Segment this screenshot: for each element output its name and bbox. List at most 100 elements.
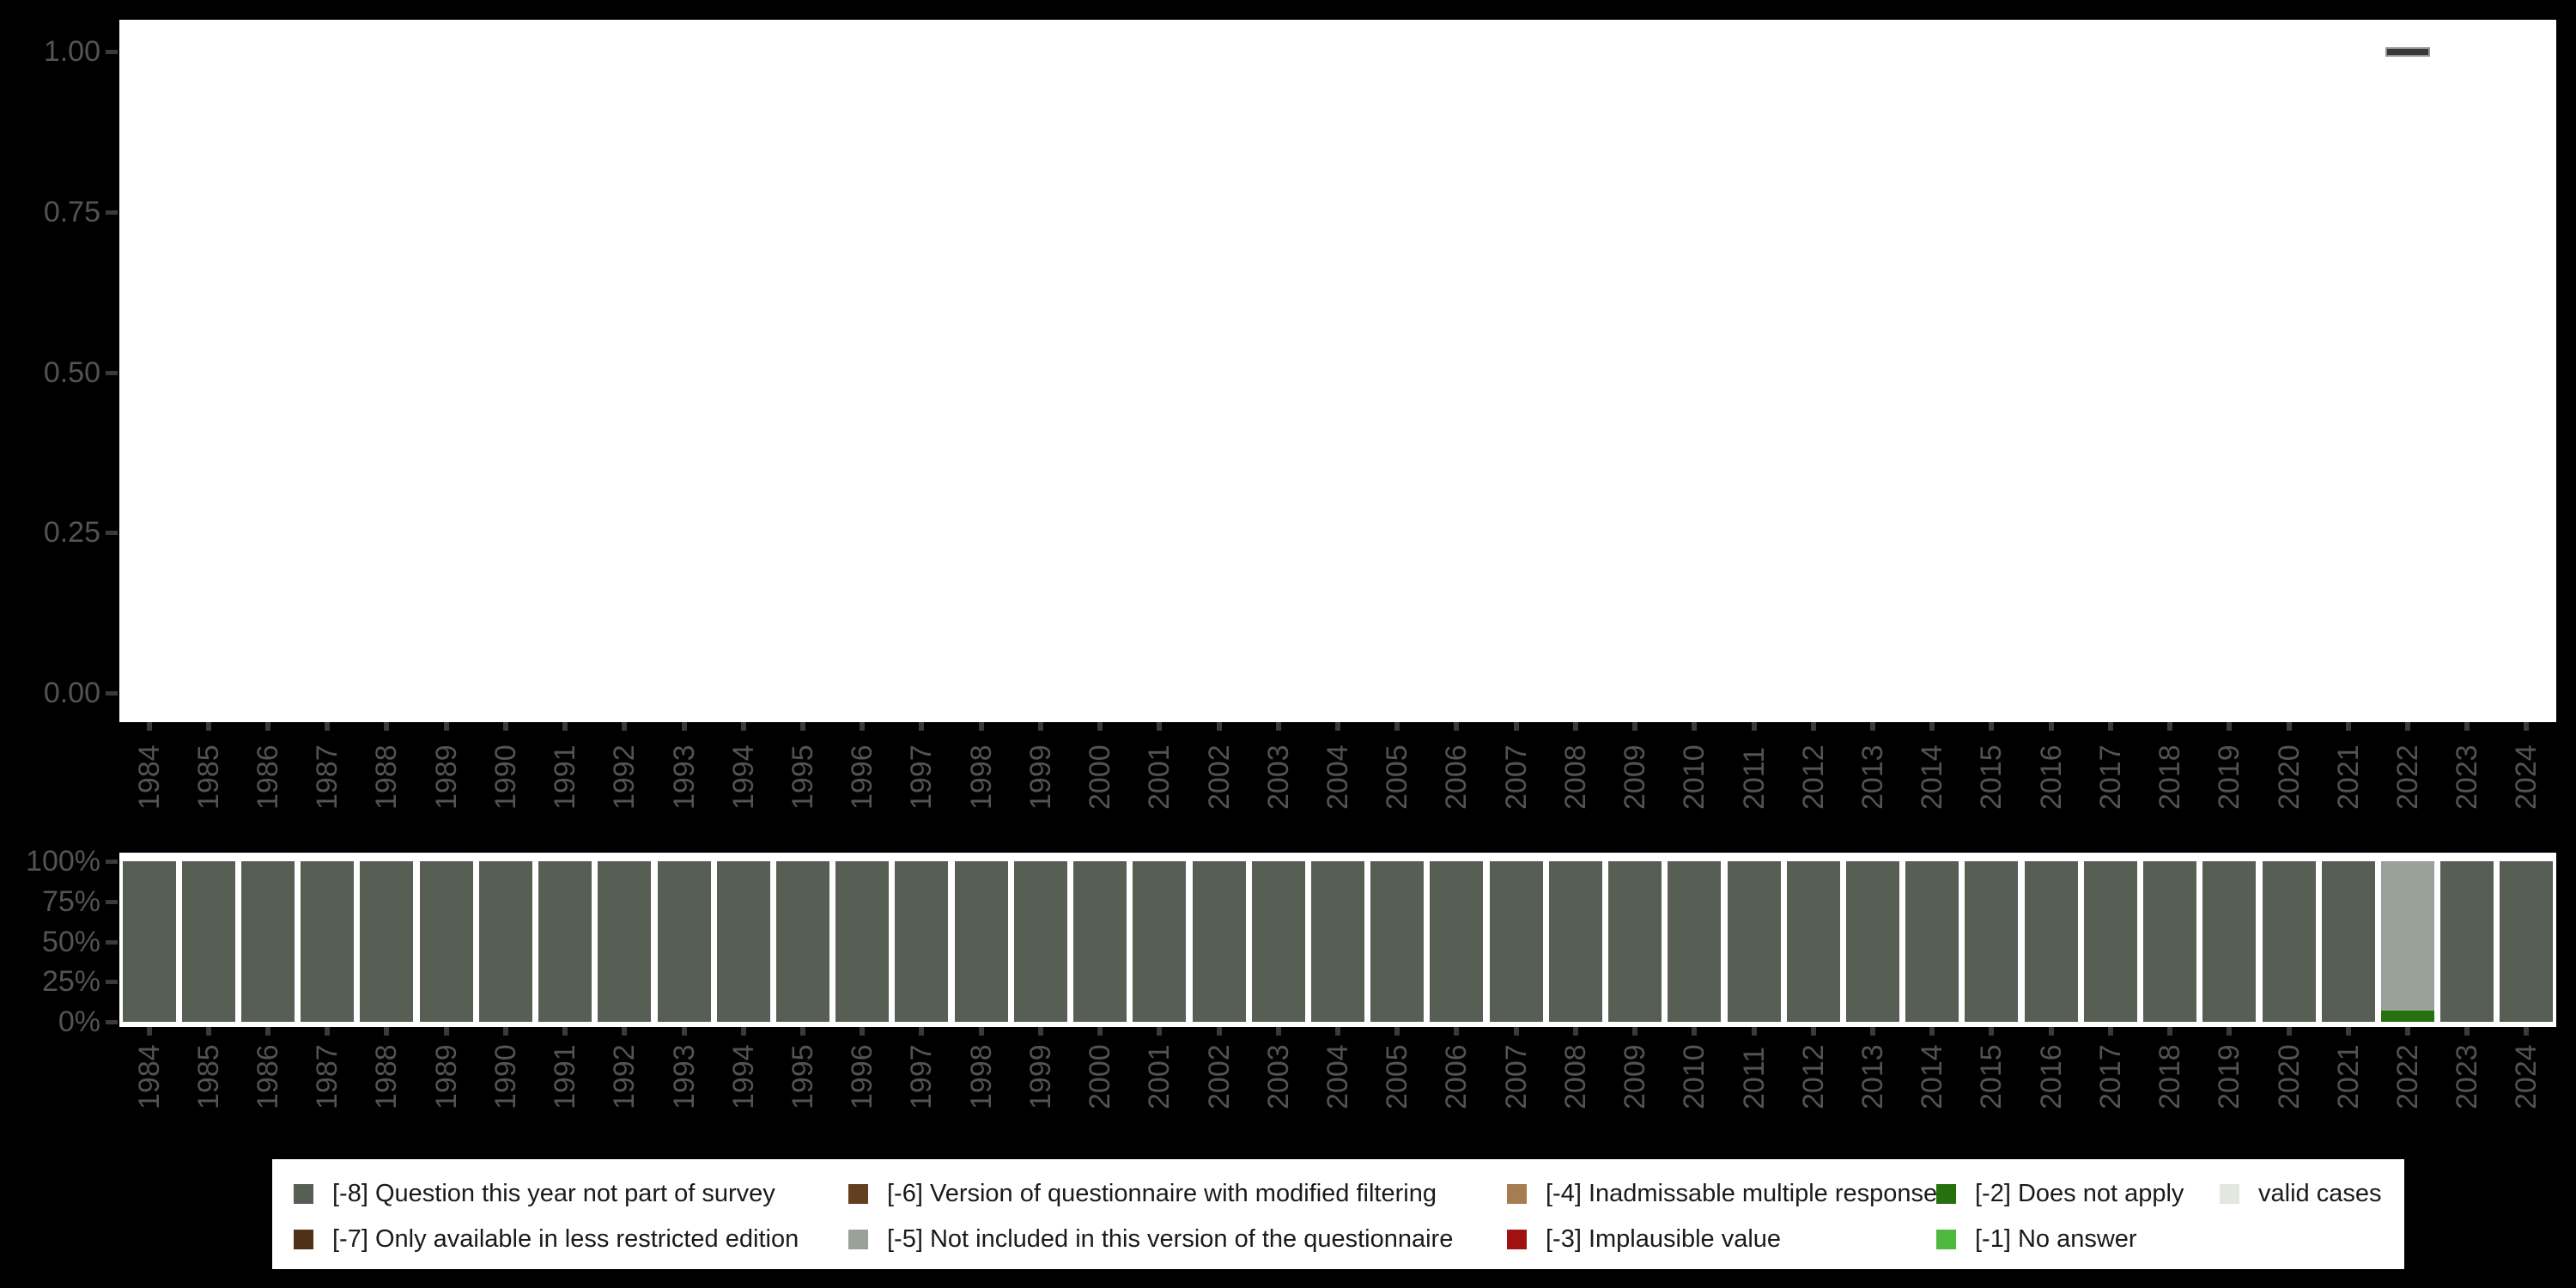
x-tick-mark (1038, 1027, 1043, 1036)
x-tick-mark (1454, 1027, 1459, 1036)
x-tick-label: 2012 (1797, 1044, 1830, 1109)
bar-segment-1995--8 (776, 861, 829, 1022)
x-tick-label: 2021 (2332, 1044, 2365, 1109)
x-tick-label: 1988 (370, 1044, 403, 1109)
legend-column: [-4] Inadmissable multiple response [-3] … (1507, 1171, 1937, 1262)
x-tick-label: 2023 (2451, 744, 2483, 810)
x-tick-label: 2002 (1203, 1044, 1236, 1109)
y-tick-label: 0% (58, 1005, 100, 1038)
x-tick-label: 2008 (1559, 1044, 1592, 1109)
x-tick-mark (1514, 722, 1519, 731)
x-tick-mark (741, 1027, 746, 1036)
x-tick-label: 2005 (1381, 744, 1413, 810)
x-tick-label: 2022 (2391, 1044, 2424, 1109)
x-tick-mark (979, 1027, 984, 1036)
x-tick-label: 1988 (370, 744, 403, 810)
bar-segment-1985--8 (182, 861, 235, 1022)
bar-segment-2003--8 (1252, 861, 1305, 1022)
legend-column: [-2] Does not apply [-1] No answer (1936, 1171, 2220, 1262)
legend-label: valid cases (2258, 1180, 2382, 1207)
x-tick-label: 2005 (1381, 1044, 1413, 1109)
x-tick-mark (1692, 722, 1697, 731)
x-tick-mark (2108, 1027, 2113, 1036)
x-tick-mark (800, 1027, 805, 1036)
y-tick-mark (106, 691, 118, 696)
legend-item--7: [-7] Only available in less restricted e… (294, 1217, 848, 1262)
x-tick-mark (1929, 1027, 1935, 1036)
x-tick-label: 1986 (252, 744, 284, 810)
bar-segment-2009--8 (1608, 861, 1662, 1022)
bar-segment-1993--8 (658, 861, 711, 1022)
legend-column: [-6] Version of questionnaire with modif… (848, 1171, 1507, 1262)
x-tick-label: 2019 (2213, 1044, 2245, 1109)
bar-segment-2018--8 (2143, 861, 2196, 1022)
bar-segment-2021--8 (2322, 861, 2375, 1022)
x-tick-mark (2049, 722, 2054, 731)
y-tick-label: 0.25 (43, 516, 100, 550)
x-tick-mark (325, 1027, 330, 1036)
x-tick-mark (384, 722, 389, 731)
x-tick-label: 1987 (311, 1044, 343, 1109)
x-tick-mark (147, 722, 152, 731)
x-tick-mark (2405, 722, 2410, 731)
bar-segment-1987--8 (301, 861, 354, 1022)
x-tick-mark (1335, 1027, 1340, 1036)
x-tick-label: 2020 (2273, 1044, 2306, 1109)
x-tick-label: 2001 (1143, 744, 1176, 810)
x-tick-mark (503, 1027, 508, 1036)
x-tick-label: 1991 (549, 744, 581, 810)
legend-swatch (1936, 1184, 1956, 1204)
legend-swatch (848, 1184, 868, 1204)
x-tick-mark (2524, 1027, 2529, 1036)
x-tick-mark (562, 1027, 568, 1036)
x-tick-mark (622, 1027, 627, 1036)
x-tick-mark (1752, 1027, 1757, 1036)
y-tick-mark (106, 939, 118, 945)
y-tick-label: 25% (41, 965, 100, 999)
legend-label: [-3] Implausible value (1546, 1225, 1782, 1253)
x-tick-label: 2003 (1262, 744, 1295, 810)
x-tick-label: 1985 (192, 744, 225, 810)
x-tick-mark (1276, 722, 1281, 731)
x-tick-label: 2007 (1500, 1044, 1533, 1109)
legend-item--2: [-2] Does not apply (1936, 1171, 2220, 1217)
bar-segment-2015--8 (1965, 861, 2018, 1022)
x-tick-label: 2015 (1975, 1044, 2008, 1109)
x-tick-label: 2006 (1440, 744, 1473, 810)
x-tick-label: 1996 (846, 744, 878, 810)
x-tick-label: 1989 (430, 744, 463, 810)
x-tick-mark (1870, 722, 1875, 731)
x-tick-mark (1217, 1027, 1222, 1036)
x-tick-label: 1991 (549, 1044, 581, 1109)
legend-swatch (848, 1230, 868, 1249)
x-tick-label: 1990 (489, 744, 522, 810)
bar-segment-2022--2 (2381, 1011, 2434, 1022)
x-tick-label: 2023 (2451, 1044, 2483, 1109)
x-tick-mark (2405, 1027, 2410, 1036)
bar-segment-2020--8 (2263, 861, 2316, 1022)
x-tick-label: 2011 (1738, 746, 1771, 810)
legend-swatch (294, 1230, 313, 1249)
bar-segment-2007--8 (1490, 861, 1543, 1022)
bar-segment-2017--8 (2084, 861, 2137, 1022)
x-tick-label: 2009 (1619, 744, 1651, 810)
x-tick-mark (860, 1027, 865, 1036)
x-tick-label: 1987 (311, 744, 343, 810)
x-tick-label: 1984 (133, 1044, 166, 1109)
x-tick-label: 2021 (2332, 744, 2365, 810)
y-tick-mark (106, 860, 118, 864)
x-tick-mark (1929, 722, 1935, 731)
x-tick-label: 1999 (1024, 744, 1057, 810)
x-tick-label: 2002 (1203, 744, 1236, 810)
bar-segment-2010--8 (1668, 861, 1721, 1022)
x-tick-mark (2227, 1027, 2232, 1036)
legend-swatch (1507, 1184, 1527, 1204)
x-tick-label: 2013 (1856, 1044, 1889, 1109)
x-tick-label: 2004 (1321, 1044, 1354, 1109)
x-tick-mark (1514, 1027, 1519, 1036)
x-tick-mark (2346, 1027, 2351, 1036)
x-tick-mark (741, 722, 746, 731)
x-tick-label: 1995 (787, 744, 819, 810)
x-tick-label: 2016 (2035, 744, 2068, 810)
x-tick-label: 1990 (489, 1044, 522, 1109)
